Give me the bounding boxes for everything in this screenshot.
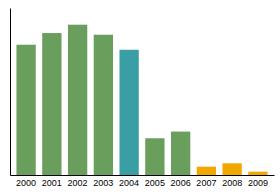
x-tick: 2004 [119, 175, 139, 188]
bar [222, 163, 241, 175]
bar [119, 50, 138, 175]
x-tick: 2007 [196, 175, 216, 188]
x-tick: 2009 [248, 175, 268, 188]
chart: 2000 2001 2002 2003 2004 2005 2006 2007 2008 2009 [0, 0, 280, 195]
x-tick: 2002 [68, 175, 88, 188]
bar [68, 25, 87, 175]
bar [145, 138, 164, 175]
x-tick: 2003 [93, 175, 113, 188]
x-tick: 2005 [145, 175, 165, 188]
x-tick-label: 2005 [145, 178, 165, 188]
x-tick-label: 2008 [222, 178, 242, 188]
bar [94, 35, 113, 175]
x-tick: 2006 [171, 175, 191, 188]
bar [197, 167, 216, 175]
y-axis-line [10, 9, 11, 176]
x-tick-label: 2006 [171, 178, 191, 188]
x-tick: 2001 [42, 175, 62, 188]
x-axis-line [11, 175, 275, 176]
x-tick-label: 2009 [248, 178, 268, 188]
x-tick: 2000 [16, 175, 36, 188]
plot: 2000 2001 2002 2003 2004 2005 2006 2007 2008 2009 [11, 9, 275, 189]
y-axis [10, 9, 11, 176]
x-tick-label: 2001 [42, 178, 62, 188]
bars [16, 25, 267, 175]
bar [42, 33, 61, 175]
bar [16, 45, 35, 175]
x-axis: 2000 2001 2002 2003 2004 2005 2006 2007 2008 2009 [11, 175, 275, 188]
x-tick-label: 2007 [196, 178, 216, 188]
x-tick-label: 2000 [16, 178, 36, 188]
x-tick-label: 2002 [68, 178, 88, 188]
x-tick-label: 2003 [93, 178, 113, 188]
bar [248, 172, 267, 175]
x-tick-label: 2004 [119, 178, 139, 188]
x-tick: 2008 [222, 175, 242, 188]
bar [171, 132, 190, 175]
